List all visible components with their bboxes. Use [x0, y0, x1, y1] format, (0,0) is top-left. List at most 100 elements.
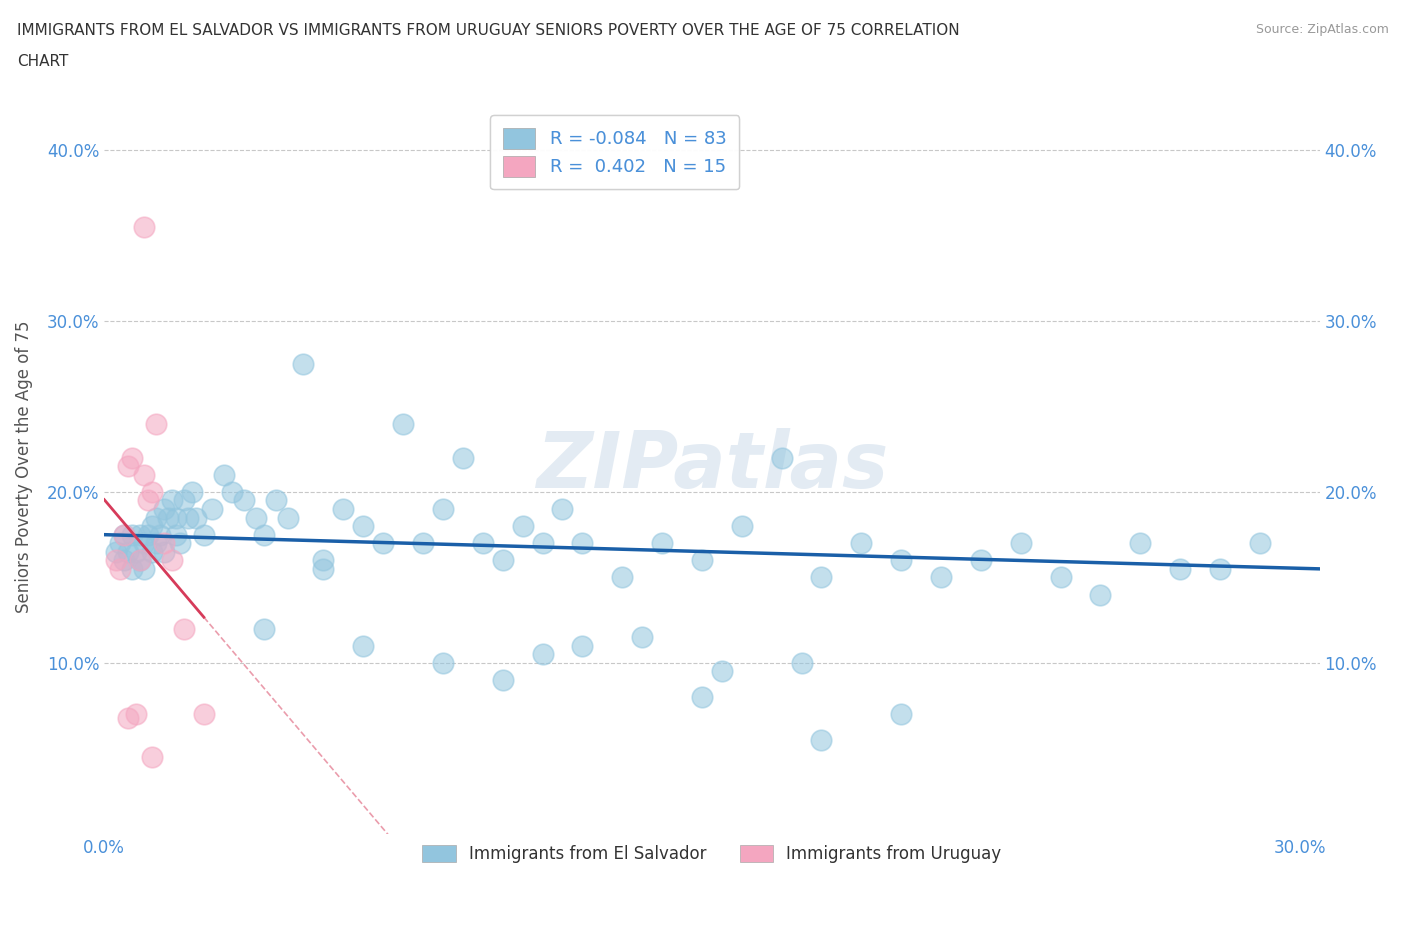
Point: [193, 707, 215, 722]
Point: [970, 552, 993, 567]
Point: [352, 519, 374, 534]
Point: [112, 552, 135, 567]
Point: [392, 416, 415, 431]
Point: [121, 562, 143, 577]
Point: [432, 656, 454, 671]
Point: [145, 511, 167, 525]
Point: [212, 468, 235, 483]
Point: [221, 485, 243, 499]
Point: [193, 527, 215, 542]
Point: [136, 493, 159, 508]
Point: [112, 527, 135, 542]
Point: [160, 552, 183, 567]
Point: [173, 621, 195, 636]
Point: [173, 493, 195, 508]
Point: [432, 501, 454, 516]
Point: [141, 519, 163, 534]
Point: [731, 519, 754, 534]
Point: [112, 527, 135, 542]
Point: [105, 552, 128, 567]
Point: [153, 501, 176, 516]
Point: [352, 638, 374, 653]
Point: [312, 562, 335, 577]
Point: [810, 570, 832, 585]
Point: [631, 630, 654, 644]
Point: [132, 562, 155, 577]
Point: [145, 536, 167, 551]
Point: [129, 527, 152, 542]
Point: [531, 536, 554, 551]
Point: [153, 536, 176, 551]
Legend: Immigrants from El Salvador, Immigrants from Uruguay: Immigrants from El Salvador, Immigrants …: [416, 838, 1008, 870]
Text: CHART: CHART: [17, 54, 69, 69]
Point: [177, 511, 200, 525]
Point: [651, 536, 673, 551]
Point: [141, 544, 163, 559]
Point: [129, 552, 152, 567]
Point: [690, 552, 713, 567]
Point: [1010, 536, 1032, 551]
Point: [1049, 570, 1071, 585]
Point: [160, 493, 183, 508]
Point: [117, 711, 139, 725]
Point: [132, 219, 155, 234]
Point: [551, 501, 574, 516]
Point: [531, 647, 554, 662]
Point: [890, 707, 912, 722]
Y-axis label: Seniors Poverty Over the Age of 75: Seniors Poverty Over the Age of 75: [15, 320, 32, 613]
Point: [1209, 562, 1232, 577]
Point: [451, 450, 474, 465]
Point: [121, 527, 143, 542]
Point: [1129, 536, 1152, 551]
Point: [117, 544, 139, 559]
Point: [253, 527, 276, 542]
Point: [710, 664, 733, 679]
Point: [132, 468, 155, 483]
Point: [471, 536, 494, 551]
Point: [245, 511, 267, 525]
Point: [169, 536, 191, 551]
Point: [141, 750, 163, 764]
Text: IMMIGRANTS FROM EL SALVADOR VS IMMIGRANTS FROM URUGUAY SENIORS POVERTY OVER THE : IMMIGRANTS FROM EL SALVADOR VS IMMIGRANT…: [17, 23, 959, 38]
Point: [292, 356, 315, 371]
Point: [108, 536, 131, 551]
Point: [412, 536, 434, 551]
Point: [492, 672, 515, 687]
Point: [790, 656, 813, 671]
Point: [108, 562, 131, 577]
Point: [1090, 587, 1112, 602]
Point: [184, 511, 207, 525]
Point: [512, 519, 534, 534]
Point: [125, 707, 148, 722]
Point: [929, 570, 952, 585]
Text: ZIPatlas: ZIPatlas: [536, 429, 889, 504]
Point: [492, 552, 515, 567]
Point: [165, 511, 187, 525]
Point: [180, 485, 202, 499]
Point: [312, 552, 335, 567]
Point: [153, 544, 176, 559]
Point: [612, 570, 634, 585]
Point: [201, 501, 224, 516]
Point: [332, 501, 354, 516]
Point: [810, 733, 832, 748]
Point: [149, 527, 172, 542]
Point: [232, 493, 254, 508]
Point: [117, 458, 139, 473]
Point: [141, 485, 163, 499]
Point: [121, 450, 143, 465]
Point: [264, 493, 287, 508]
Point: [129, 552, 152, 567]
Point: [770, 450, 793, 465]
Text: Source: ZipAtlas.com: Source: ZipAtlas.com: [1256, 23, 1389, 36]
Point: [156, 511, 179, 525]
Point: [1168, 562, 1191, 577]
Point: [125, 544, 148, 559]
Point: [277, 511, 299, 525]
Point: [136, 527, 159, 542]
Point: [1249, 536, 1271, 551]
Point: [890, 552, 912, 567]
Point: [571, 536, 593, 551]
Point: [105, 544, 128, 559]
Point: [145, 416, 167, 431]
